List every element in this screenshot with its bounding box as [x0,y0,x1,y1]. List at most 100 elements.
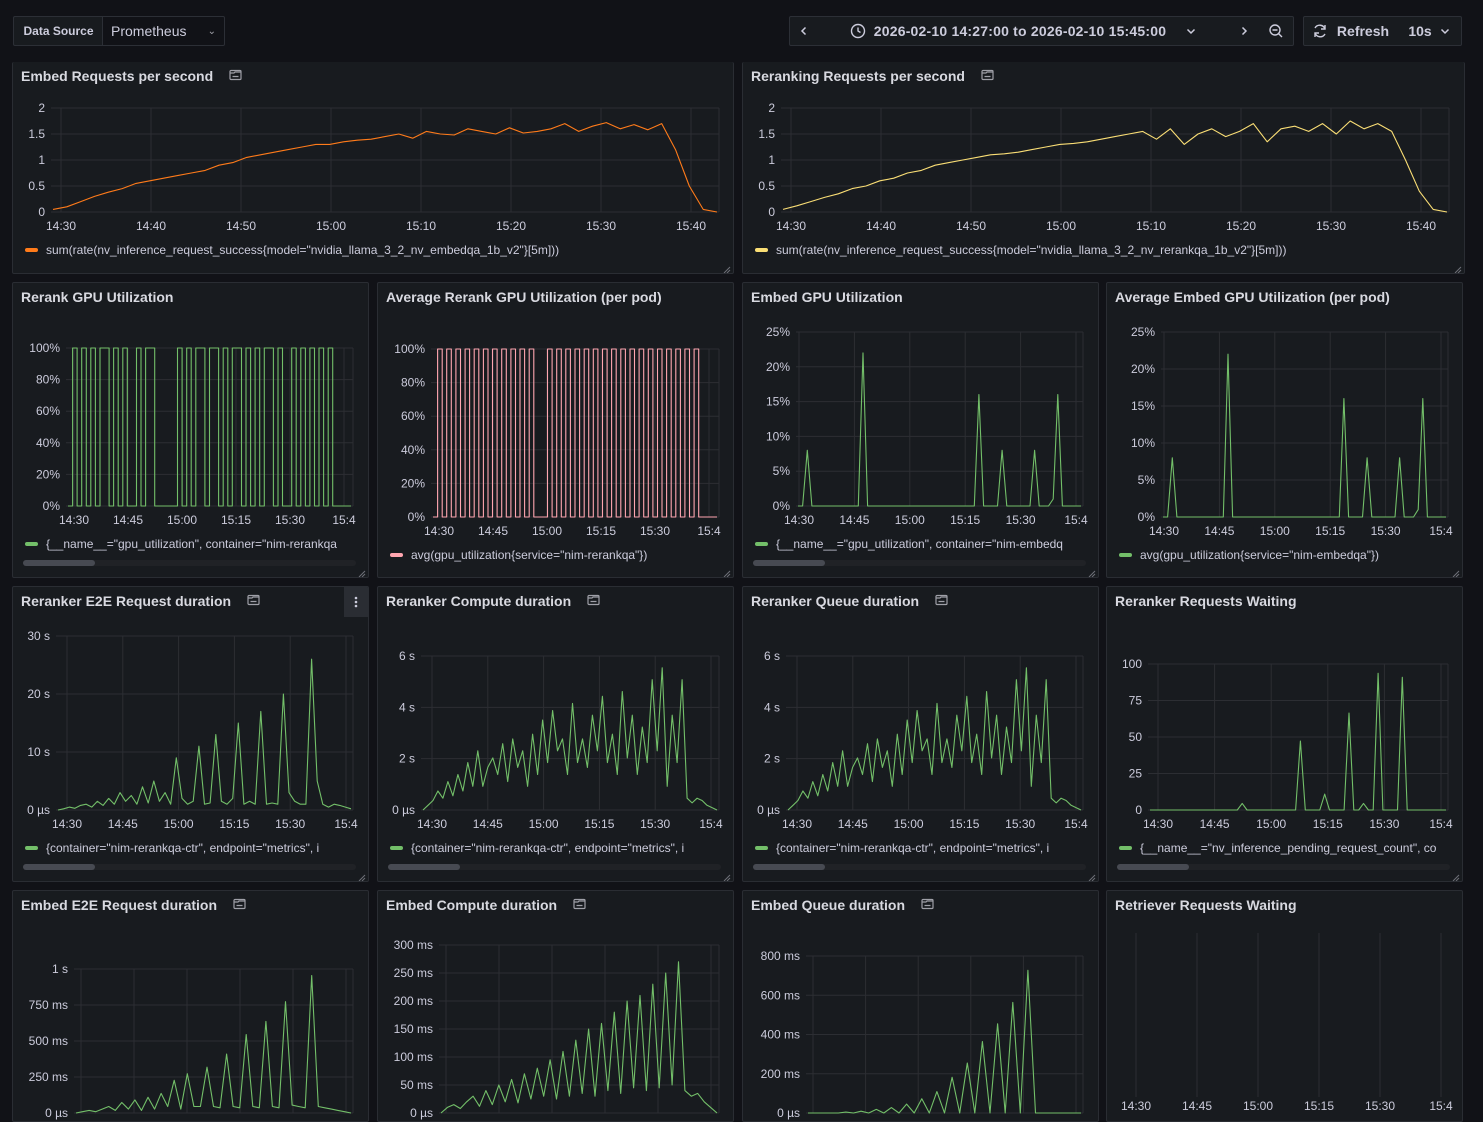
legend-scrollbar[interactable] [1117,864,1450,870]
chart-p13[interactable]: 0 µs 200 ms 400 ms 600 ms 800 ms [743,891,1099,1122]
refresh-interval-select[interactable]: 10s [1397,16,1462,46]
legend-scrollbar[interactable] [23,864,356,870]
resize-handle-icon[interactable] [1452,871,1460,881]
series-line[interactable] [422,667,718,811]
panel-title[interactable]: Reranker Queue duration [751,593,949,609]
legend-item[interactable]: avg(gpu_utilization{service="nim-rerankq… [390,548,725,562]
panel-p1[interactable]: Embed Requests per second 0 0.5 1 1.5 2 14:30 1… [12,62,734,274]
legend-item[interactable]: {container="nim-rerankqa-ctr", endpoint=… [25,841,360,855]
panel-p6[interactable]: Average Embed GPU Utilization (per pod) 0… [1106,282,1463,578]
legend-item[interactable]: {__name__="gpu_utilization", container="… [25,537,360,551]
panel-description-icon[interactable] [233,897,247,913]
series-line[interactable] [798,352,1081,507]
panel-p3[interactable]: Rerank GPU Utilization 0% 20% 40% 60% 80% 100%… [12,282,369,578]
panel-title[interactable]: Average Rerank GPU Utilization (per pod) [386,289,662,305]
panel-p9[interactable]: Reranker Queue duration 0 µs 2 s 4 s 6 s 14:3… [742,586,1099,882]
legend-item[interactable]: {__name__="gpu_utilization", container="… [755,537,1090,551]
data-source-select[interactable]: Prometheus ⌄ [102,16,225,46]
series-line[interactable] [52,122,718,213]
resize-handle-icon[interactable] [723,567,731,577]
resize-handle-icon[interactable] [1454,263,1462,273]
scrollbar-thumb[interactable] [753,560,825,566]
panel-title[interactable]: Average Embed GPU Utilization (per pod) [1115,289,1390,305]
panel-description-icon[interactable] [981,68,995,84]
panel-p10[interactable]: Reranker Requests Waiting 0 25 50 75 100 14:30… [1106,586,1463,882]
panel-menu-button[interactable] [344,587,368,617]
resize-handle-icon[interactable] [1088,871,1096,881]
chart-p9[interactable]: 0 µs 2 s 4 s 6 s 14:30 14:45 15:00 15:15 15:30 15… [743,587,1099,882]
panel-description-icon[interactable] [935,593,949,609]
chart-p2[interactable]: 0 0.5 1 1.5 2 14:30 14:40 14:50 15:00 15:10 15:20 1… [743,62,1465,274]
panel-title[interactable]: Retriever Requests Waiting [1115,897,1297,913]
series-line[interactable] [782,120,1448,213]
panel-p7[interactable]: Reranker E2E Request duration 0 µs 10 s 20 … [12,586,369,882]
legend-item[interactable]: avg(gpu_utilization{service="nim-embedqa… [1119,548,1454,562]
chart-p14[interactable]: 14:30 14:45 15:00 15:15 15:30 15:4 [1107,891,1463,1122]
scrollbar-thumb[interactable] [23,560,95,566]
legend-item[interactable]: {__name__="nv_inference_pending_request_… [1119,841,1454,855]
series-line[interactable] [1163,353,1446,518]
scrollbar-thumb[interactable] [23,864,95,870]
panel-description-icon[interactable] [229,68,243,84]
scrollbar-thumb[interactable] [1117,864,1189,870]
resize-handle-icon[interactable] [1452,567,1460,577]
resize-handle-icon[interactable] [358,567,366,577]
legend-scrollbar[interactable] [388,864,721,870]
series-line[interactable] [1150,672,1446,811]
resize-handle-icon[interactable] [723,263,731,273]
panel-p12[interactable]: Embed Compute duration 0 µs 50 ms 100 ms 150… [377,890,734,1122]
chart-p10[interactable]: 0 25 50 75 100 14:30 14:45 15:00 15:15 15:30 15:4 [1107,587,1463,882]
chart-p3[interactable]: 0% 20% 40% 60% 80% 100% 14:30 14:45 15:00 15:15 15… [13,283,369,578]
chart-p12[interactable]: 0 µs 50 ms 100 ms 150 ms 200 ms 250 ms 300 ms [378,891,734,1122]
series-line[interactable] [57,658,352,811]
panel-description-icon[interactable] [587,593,601,609]
series-line[interactable] [808,969,1081,1114]
panel-p5[interactable]: Embed GPU Utilization 0% 5% 10% 15% 20% 25% 14:… [742,282,1099,578]
panel-title[interactable]: Reranking Requests per second [751,68,995,84]
panel-title[interactable]: Reranker E2E Request duration [21,593,261,609]
panel-title[interactable]: Embed GPU Utilization [751,289,903,305]
legend-scrollbar[interactable] [753,560,1086,566]
resize-handle-icon[interactable] [358,871,366,881]
time-back-button[interactable] [789,16,818,46]
chart-p8[interactable]: 0 µs 2 s 4 s 6 s 14:30 14:45 15:00 15:15 15:30 15… [378,587,734,882]
panel-title[interactable]: Embed Requests per second [21,68,243,84]
panel-description-icon[interactable] [921,897,935,913]
panel-description-icon[interactable] [247,593,261,609]
chart-p6[interactable]: 0% 5% 10% 15% 20% 25% 14:30 14:45 15:00 15:15 15:3… [1107,283,1463,578]
legend-scrollbar[interactable] [753,864,1086,870]
series-line[interactable] [68,347,351,507]
legend-item[interactable]: {container="nim-rerankqa-ctr", endpoint=… [390,841,725,855]
panel-p2[interactable]: Reranking Requests per second 0 0.5 1 1.5 2 14… [742,62,1465,274]
panel-p14[interactable]: Retriever Requests Waiting 14:30 14:45 15:0… [1106,890,1463,1122]
series-line[interactable] [787,667,1082,811]
chart-p7[interactable]: 0 µs 10 s 20 s 30 s 14:30 14:45 15:00 15:15 15:3… [13,587,369,882]
series-line[interactable] [440,961,718,1114]
legend-item[interactable]: {container="nim-rerankqa-ctr", endpoint=… [755,841,1090,855]
panel-title[interactable]: Embed E2E Request duration [21,897,247,913]
time-forward-button[interactable] [1229,16,1260,46]
chart-p11[interactable]: 0 µs 250 ms 500 ms 750 ms 1 s [13,891,369,1122]
series-line[interactable] [433,348,717,518]
panel-title[interactable]: Embed Queue duration [751,897,935,913]
panel-p13[interactable]: Embed Queue duration 0 µs 200 ms 400 ms 600 … [742,890,1099,1122]
resize-handle-icon[interactable] [1088,567,1096,577]
legend-item[interactable]: sum(rate(nv_inference_request_success{mo… [25,243,725,257]
legend-scrollbar[interactable] [23,560,356,566]
legend-item[interactable]: sum(rate(nv_inference_request_success{mo… [755,243,1456,257]
panel-description-icon[interactable] [573,897,587,913]
chart-p5[interactable]: 0% 5% 10% 15% 20% 25% 14:30 14:45 15:00 15:15 15:3… [743,283,1099,578]
panel-p4[interactable]: Average Rerank GPU Utilization (per pod)… [377,282,734,578]
refresh-button[interactable]: Refresh [1303,16,1398,46]
panel-title[interactable]: Reranker Requests Waiting [1115,593,1297,609]
zoom-out-button[interactable] [1259,16,1294,46]
scrollbar-thumb[interactable] [388,864,460,870]
panel-title[interactable]: Reranker Compute duration [386,593,601,609]
resize-handle-icon[interactable] [723,871,731,881]
panel-title[interactable]: Rerank GPU Utilization [21,289,173,305]
panel-title[interactable]: Embed Compute duration [386,897,587,913]
series-line[interactable] [75,974,352,1114]
chart-p1[interactable]: 0 0.5 1 1.5 2 14:30 14:40 14:50 15:00 15:10 15:20 1… [13,62,734,274]
panel-p11[interactable]: Embed E2E Request duration 0 µs 250 ms 500 … [12,890,369,1122]
chart-p4[interactable]: 0% 20% 40% 60% 80% 100% 14:30 14:45 15:00 15:15 15… [378,283,734,578]
